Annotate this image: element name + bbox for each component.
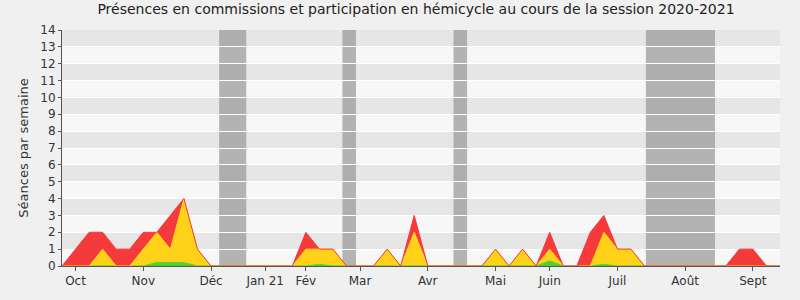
svg-text:13: 13 (40, 40, 55, 54)
svg-text:Mai: Mai (485, 274, 506, 288)
svg-text:Juil: Juil (608, 274, 627, 288)
svg-text:3: 3 (48, 209, 56, 223)
svg-text:7: 7 (48, 141, 56, 155)
svg-text:Oct: Oct (65, 274, 86, 288)
svg-text:Fév: Fév (295, 274, 316, 288)
svg-text:0: 0 (48, 259, 56, 273)
svg-text:Nov: Nov (132, 274, 155, 288)
svg-text:8: 8 (48, 124, 56, 138)
svg-text:14: 14 (40, 23, 55, 37)
svg-text:Mar: Mar (349, 274, 372, 288)
svg-text:2: 2 (48, 225, 56, 239)
svg-text:Déc: Déc (199, 274, 222, 288)
svg-text:Sept: Sept (739, 274, 767, 288)
svg-text:12: 12 (40, 57, 55, 71)
svg-text:4: 4 (48, 192, 56, 206)
svg-text:Jan 21: Jan 21 (245, 274, 284, 288)
svg-text:9: 9 (48, 107, 56, 121)
svg-text:5: 5 (48, 175, 56, 189)
svg-text:Séances par semaine: Séances par semaine (16, 78, 31, 217)
svg-text:11: 11 (40, 74, 55, 88)
svg-text:10: 10 (40, 91, 55, 105)
svg-text:Juin: Juin (538, 274, 561, 288)
svg-text:Avr: Avr (418, 274, 438, 288)
svg-text:Présences en commissions et pa: Présences en commissions et participatio… (97, 1, 734, 17)
svg-text:6: 6 (48, 158, 56, 172)
svg-text:Août: Août (671, 274, 699, 288)
svg-text:1: 1 (48, 242, 56, 256)
